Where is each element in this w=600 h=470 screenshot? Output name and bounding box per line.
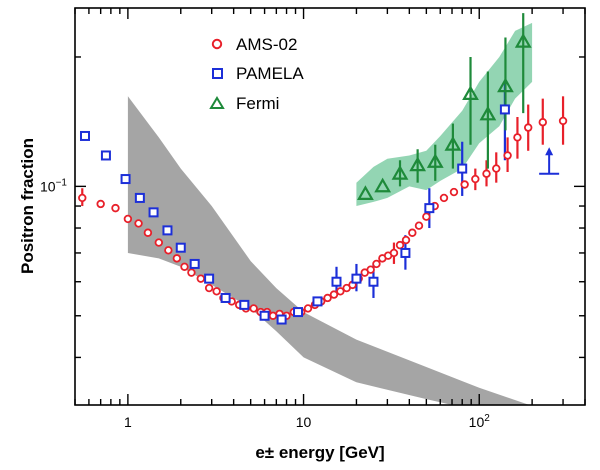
markers-layer [78,33,568,325]
x-axis-title: e± energy [GeV] [255,443,384,462]
ams02-point [303,304,313,313]
fermi-point [391,165,409,180]
band-group [127,22,533,405]
ams02-point [471,174,480,184]
fermi-point [514,33,532,48]
ams02-point [414,221,424,230]
fermi-point [357,185,374,200]
ams02-point [78,193,87,203]
legend-marker-pamela [212,68,223,79]
ams02-point [111,203,120,213]
ams02-point [204,283,214,293]
legend-label-fermi: Fermi [236,94,279,113]
pamela-point [175,242,186,253]
ams02-point [389,248,399,258]
ams02-point [123,214,133,224]
legend-marker-fermi [209,96,225,109]
legend-label-pamela: PAMELA [236,64,304,83]
ams02-point [558,116,568,126]
ams02-point [187,268,196,277]
pamela-point [134,192,145,203]
y-tick-label-exponent: −1 [56,177,68,188]
ams02-point [336,287,345,296]
fermi-point [479,105,497,121]
ams02-point [401,235,411,245]
pamela-point [189,258,200,269]
ams02-point [395,240,405,250]
pamela-point [220,292,231,303]
ams02-point [449,187,459,197]
x-tick-label: 10 [296,414,312,430]
legend: AMS-02 PAMELA Fermi [209,35,304,113]
secondary-band [127,96,530,405]
pamela-point [239,299,250,310]
pamela-point [424,203,435,214]
y-axis-title: Positron fraction [18,138,37,274]
ams02-point [164,246,173,255]
ams02-point [492,164,501,173]
fermi-systematic-band [356,22,533,207]
ams02-point [513,133,522,142]
ams02-point [482,169,491,178]
ams02-point [439,193,449,203]
pamela-point [312,296,323,307]
ams02-point [524,123,533,132]
fermi-point [444,135,462,151]
ams02-point [143,228,153,237]
x-tick-label: 102 [469,413,491,430]
pamela-point [457,163,468,174]
ams02-point [196,274,205,283]
ams02-point [212,287,221,296]
ams02-point [172,254,182,263]
pamela-limit-arrowhead [545,147,554,156]
ams02-point [323,293,332,303]
ams02-point [268,311,278,320]
pamela-point [162,225,173,236]
fermi-point [409,156,427,172]
pamela-point [368,276,379,287]
fermi-point [374,177,392,193]
ams02-point [329,290,339,299]
pamela-point [499,104,510,115]
pamela-point [148,207,159,218]
ams02-point [538,118,547,127]
legend-label-ams02: AMS-02 [236,35,297,54]
pamela-point [204,273,215,284]
fermi-point [497,77,514,93]
ams02-point [134,219,143,228]
ams02-point [503,151,512,160]
ams02-point [154,238,164,247]
pamela-point [259,310,270,321]
legend-marker-ams02 [211,38,223,50]
ams02-point [372,259,381,269]
pamela-point [293,307,304,318]
ams02-point [249,304,258,313]
ams02-point [180,262,189,271]
pamela-point [79,130,90,141]
x-tick-label-exponent: 2 [484,413,490,424]
x-tick-label: 1 [124,414,132,430]
ams02-point [96,199,105,209]
pamela-point [400,247,411,258]
fermi-point [462,85,479,100]
pamela-point [351,273,362,284]
pamela-point [120,174,131,185]
ams02-point [366,265,375,274]
pamela-point [331,276,342,287]
y-tick-label: 10−1 [40,177,67,194]
pamela-point [100,150,111,161]
ams02-point [422,212,431,221]
bands-layer [127,22,533,405]
ams02-point [408,228,417,237]
pamela-point [276,314,287,325]
fermi-point [426,153,444,168]
ams02-point [460,180,469,189]
